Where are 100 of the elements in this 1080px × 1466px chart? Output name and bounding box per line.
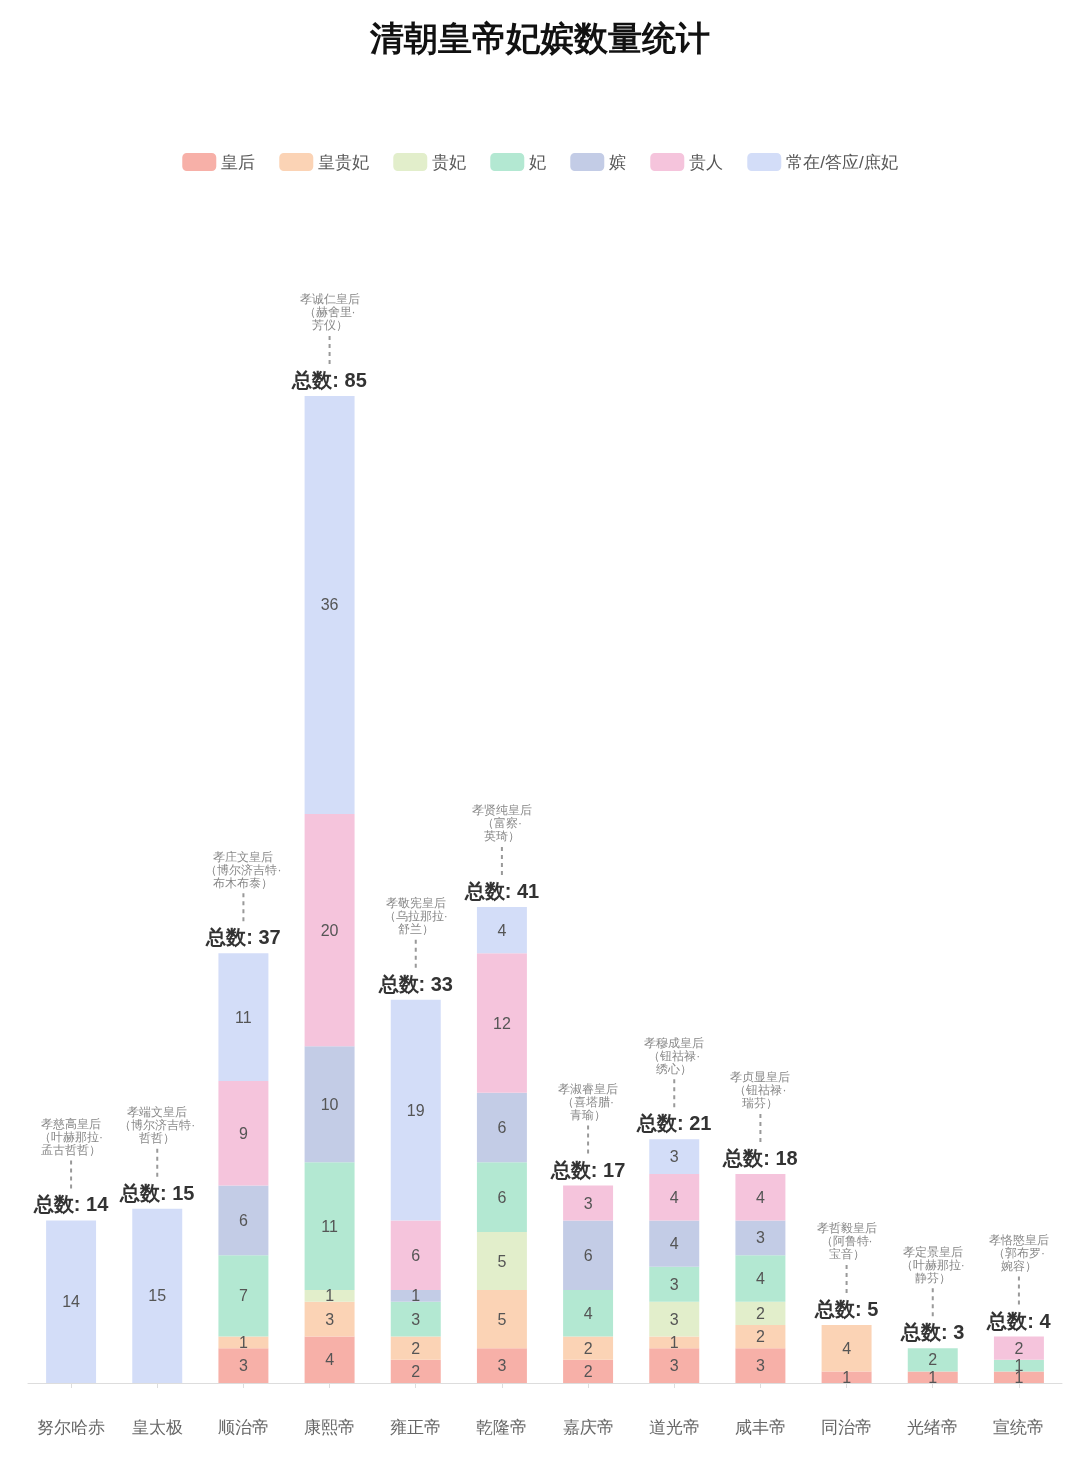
data-label: 3	[325, 1310, 335, 1328]
bar	[390, 999, 441, 1221]
bar	[563, 1185, 614, 1221]
data-label: 6	[238, 1211, 248, 1229]
bar	[907, 1348, 958, 1372]
data-label: 2	[411, 1362, 421, 1380]
data-label: 2	[583, 1339, 593, 1357]
data-label: 4	[669, 1235, 679, 1253]
bar	[390, 1220, 441, 1291]
bar	[476, 1290, 527, 1349]
data-label: 3	[669, 1148, 679, 1166]
legend-label: 贵妃	[432, 152, 467, 172]
annotation: 孝恪愍皇后（郭布罗·婉容）	[988, 1233, 1049, 1274]
data-label: 6	[497, 1188, 507, 1206]
x-tick-label: 努尔哈赤	[37, 1418, 106, 1437]
data-label: 3	[411, 1310, 421, 1328]
bar	[907, 1371, 958, 1383]
x-tick-label: 雍正帝	[390, 1418, 442, 1437]
bar	[390, 1301, 441, 1337]
total-label: 总数: 18	[722, 1146, 798, 1169]
bar	[649, 1348, 700, 1383]
total-label: 总数: 14	[32, 1193, 110, 1216]
bar	[993, 1371, 1044, 1383]
bar	[649, 1301, 700, 1337]
bar	[390, 1290, 441, 1302]
data-label: 9	[238, 1124, 248, 1142]
data-label: 5	[497, 1252, 507, 1270]
data-label: 20	[320, 921, 339, 939]
data-label: 3	[238, 1357, 248, 1375]
legend-label: 贵人	[689, 152, 724, 172]
data-label: 2	[1014, 1339, 1024, 1357]
annotation: 孝淑睿皇后（喜塔腊·青瑜）	[558, 1082, 619, 1123]
data-label: 11	[235, 1008, 252, 1026]
legend-label: 嫔	[609, 152, 627, 172]
bar	[649, 1220, 700, 1267]
bar	[304, 1301, 355, 1337]
x-tick-label: 道光帝	[648, 1418, 700, 1437]
data-label: 3	[669, 1275, 679, 1293]
total-label: 总数: 21	[636, 1112, 712, 1135]
bar	[649, 1173, 700, 1221]
data-label: 5	[497, 1310, 507, 1328]
total-label: 总数: 41	[463, 879, 540, 902]
data-label: 4	[669, 1188, 679, 1206]
data-label: 12	[493, 1014, 511, 1032]
data-label: 3	[755, 1229, 765, 1247]
bar	[821, 1371, 872, 1383]
annotation: 孝贞显皇后（钮祜禄·瑞芬）	[730, 1070, 791, 1111]
x-tick-label: 顺治帝	[217, 1418, 269, 1437]
total-label: 总数: 37	[205, 926, 281, 949]
total-label: 总数: 85	[291, 368, 367, 391]
data-label: 3	[583, 1194, 593, 1212]
legend-label: 皇后	[221, 152, 256, 172]
data-label: 1	[842, 1368, 852, 1386]
annotation: 孝端文皇后（博尔济吉特·哲哲）	[119, 1105, 196, 1146]
data-label: 1	[325, 1287, 335, 1305]
data-label: 3	[669, 1310, 679, 1328]
bar	[476, 1232, 527, 1291]
data-label: 3	[755, 1357, 765, 1375]
x-tick-label: 同治帝	[821, 1418, 873, 1437]
total-label: 总数: 4	[986, 1309, 1052, 1332]
data-label: 6	[497, 1119, 507, 1137]
bar	[563, 1336, 614, 1360]
x-tick-label: 咸丰帝	[734, 1418, 786, 1437]
bar	[218, 1185, 269, 1256]
bar	[563, 1359, 614, 1383]
legend-label: 皇贵妃	[318, 152, 370, 172]
bar	[46, 1220, 97, 1383]
total-label: 总数: 3	[900, 1321, 965, 1344]
data-label: 1	[411, 1287, 421, 1305]
data-label: 11	[321, 1217, 338, 1235]
annotation: 孝定景皇后（叶赫那拉·静芬）	[900, 1244, 965, 1285]
data-label: 19	[406, 1101, 425, 1119]
x-tick-label: 乾隆帝	[476, 1418, 528, 1437]
data-label: 4	[583, 1304, 593, 1322]
bar	[218, 953, 269, 1082]
data-label: 2	[411, 1339, 421, 1357]
bar	[390, 1359, 441, 1383]
data-label: 10	[320, 1095, 339, 1113]
x-tick-label: 嘉庆帝	[562, 1418, 614, 1437]
data-label: 14	[62, 1293, 81, 1311]
x-tick-label: 康熙帝	[304, 1418, 356, 1437]
annotation: 孝哲毅皇后（阿鲁特·宝音）	[816, 1221, 877, 1262]
chart-title: 清朝皇帝妃嫔数量统计	[369, 19, 710, 57]
total-label: 总数: 5	[813, 1297, 879, 1320]
annotation: 孝敬宪皇后（乌拉那拉·舒兰）	[383, 896, 448, 937]
data-label: 2	[755, 1304, 765, 1322]
bar	[476, 906, 527, 954]
bar	[476, 1092, 527, 1163]
bar	[476, 1348, 527, 1383]
bar	[735, 1324, 786, 1349]
bar	[132, 1208, 183, 1383]
bar	[218, 1348, 269, 1383]
bar	[735, 1255, 786, 1302]
annotation: 孝慈高皇后（叶赫那拉·孟古哲哲）	[39, 1116, 104, 1157]
data-label: 3	[669, 1357, 679, 1375]
bar	[735, 1173, 786, 1221]
data-label: 1	[669, 1333, 679, 1351]
total-label: 总数: 33	[377, 972, 453, 995]
bar	[218, 1255, 269, 1337]
bar	[304, 1290, 355, 1302]
